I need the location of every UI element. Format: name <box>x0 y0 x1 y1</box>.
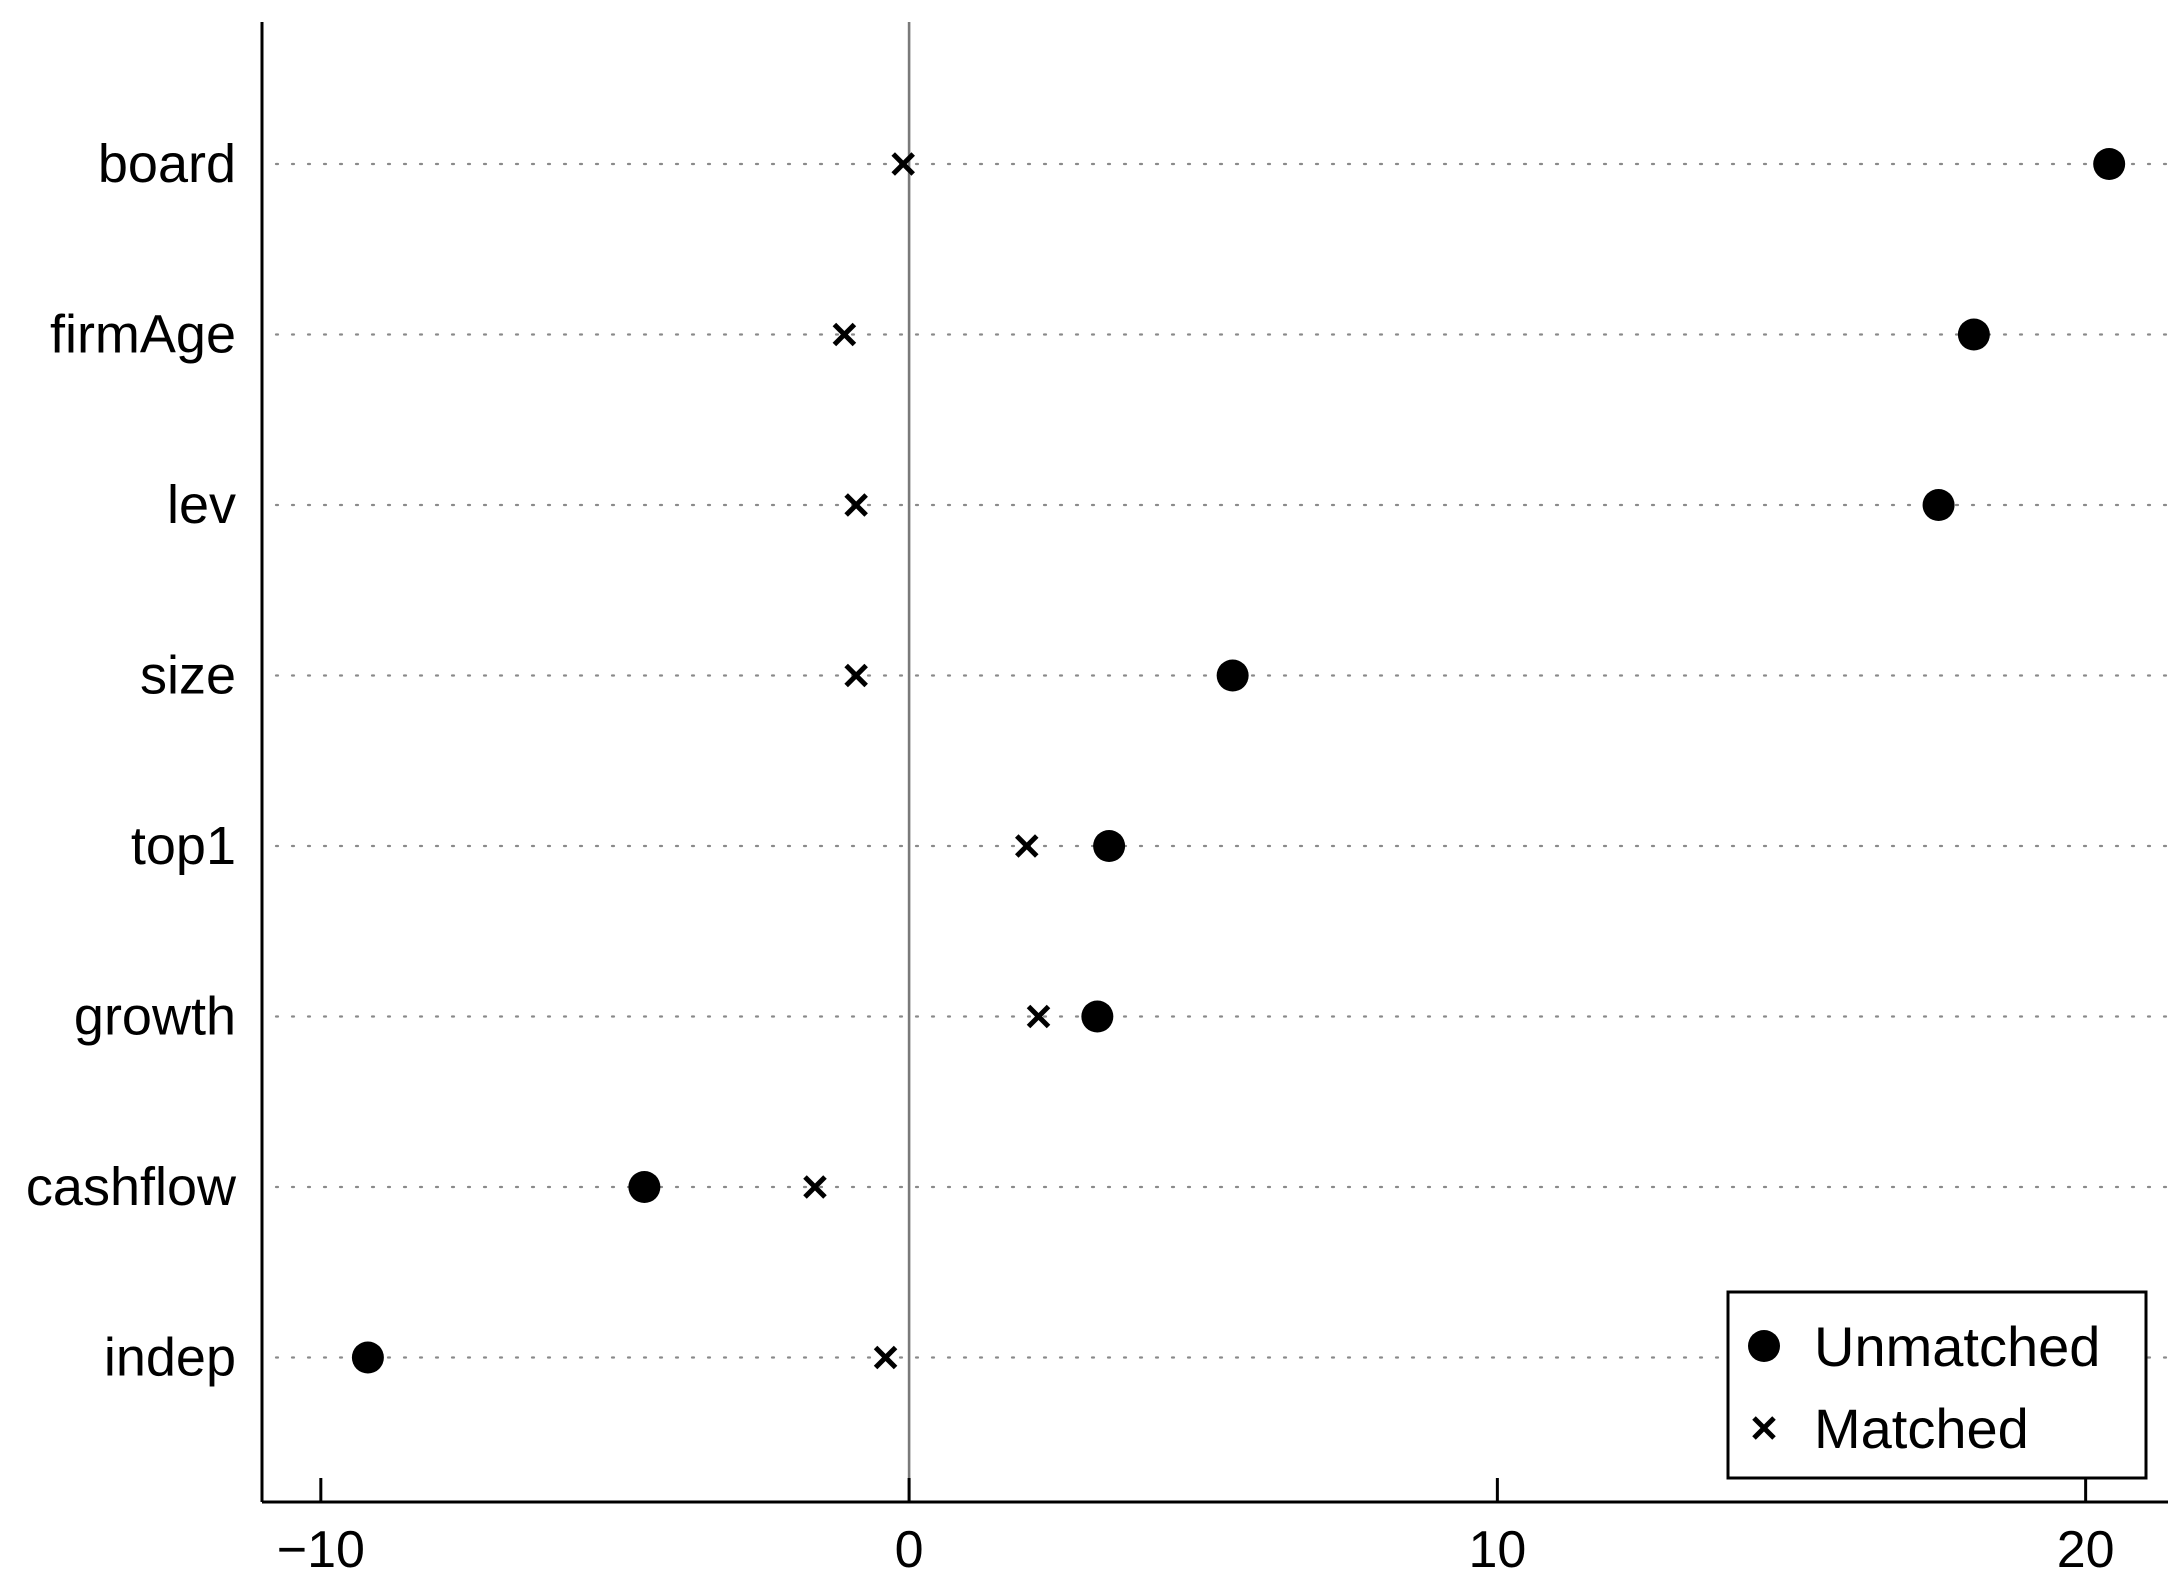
category-label-lev: lev <box>167 475 236 535</box>
matched-point-growth <box>1026 1004 1051 1029</box>
matched-point-cashflow <box>803 1175 827 1199</box>
axis-layer: board firmAge lev size top1 growth cashflow ind… <box>26 22 2168 1578</box>
matched-point-indep <box>873 1345 898 1370</box>
x-tick-label-1: 0 <box>895 1521 924 1578</box>
unmatched-point-top1 <box>1093 830 1126 862</box>
x-tick-label-3: 20 <box>2057 1521 2115 1578</box>
unmatched-point-growth <box>1081 1000 1114 1033</box>
marks-layer <box>351 148 2126 1374</box>
unmatched-point-indep <box>351 1341 384 1374</box>
legend-x-icon <box>1752 1416 1776 1440</box>
matched-point-lev <box>844 493 868 517</box>
category-label-indep: indep <box>104 1328 236 1388</box>
matched-point-board <box>891 152 915 176</box>
category-label-top1: top1 <box>131 816 236 876</box>
matched-point-top1 <box>1014 834 1039 858</box>
legend-x-icon-stroke-b <box>1752 1416 1776 1440</box>
matched-point-growth-stroke-b <box>1026 1004 1051 1029</box>
category-label-firmAge: firmAge <box>50 305 236 365</box>
x-tick-label-2: 10 <box>1468 1521 1526 1578</box>
matched-point-cashflow-stroke-b <box>803 1175 827 1199</box>
matched-point-firmAge <box>832 322 857 347</box>
unmatched-point-lev <box>1922 489 1955 521</box>
legend-label-unmatched: Unmatched <box>1814 1315 2100 1378</box>
category-label-size: size <box>140 646 236 706</box>
matched-point-board-stroke-b <box>891 152 915 176</box>
matched-point-size <box>844 663 868 688</box>
matched-point-size-stroke-b <box>844 663 868 688</box>
unmatched-point-board <box>2093 148 2126 180</box>
matched-point-firmAge-stroke-b <box>832 322 857 347</box>
unmatched-point-size <box>1216 659 1249 692</box>
unmatched-point-cashflow <box>628 1171 661 1203</box>
x-tick-label-0: −10 <box>277 1521 365 1578</box>
legend-box <box>1726 1290 2148 1480</box>
category-label-board: board <box>98 134 236 194</box>
unmatched-point-firmAge <box>1957 318 1990 351</box>
category-label-growth: growth <box>74 987 236 1047</box>
matched-point-lev-stroke-b <box>844 493 868 517</box>
legend-label-matched: Matched <box>1814 1397 2029 1460</box>
legend: Unmatched Matched <box>1726 1290 2148 1480</box>
matched-point-indep-stroke-b <box>873 1345 898 1370</box>
matched-point-top1-stroke-b <box>1014 834 1039 858</box>
legend-dot-icon <box>1748 1330 1780 1362</box>
category-label-cashflow: cashflow <box>26 1157 237 1217</box>
